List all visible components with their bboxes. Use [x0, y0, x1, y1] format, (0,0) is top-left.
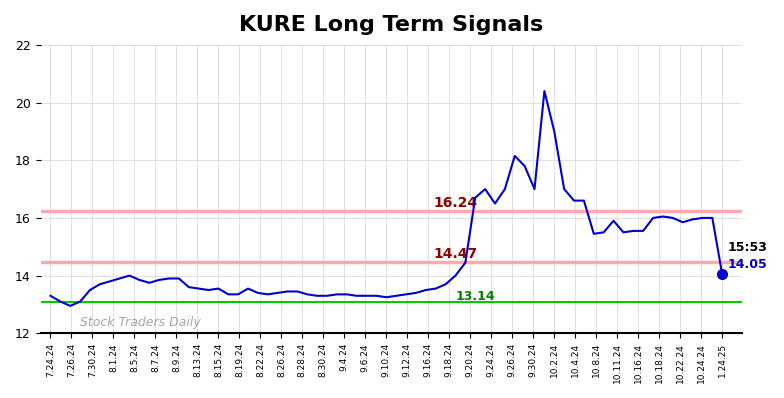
Text: Stock Traders Daily: Stock Traders Daily: [80, 316, 201, 329]
Text: 14.05: 14.05: [727, 258, 767, 271]
Text: 16.24: 16.24: [434, 196, 477, 210]
Title: KURE Long Term Signals: KURE Long Term Signals: [239, 15, 543, 35]
Text: 15:53: 15:53: [727, 241, 767, 254]
Text: 13.14: 13.14: [456, 290, 495, 303]
Text: 14.47: 14.47: [434, 247, 477, 261]
